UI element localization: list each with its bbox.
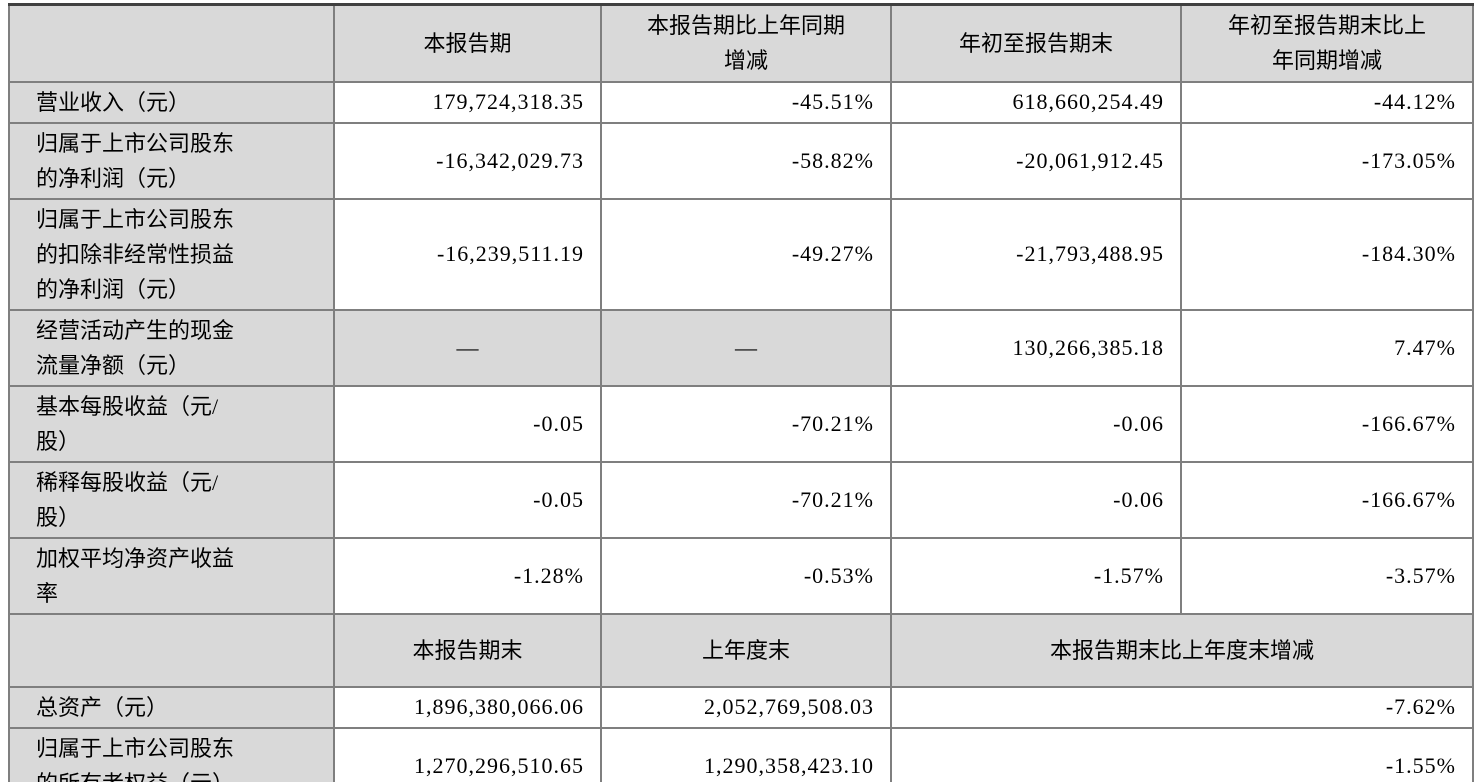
- cell-ytd: 618,660,254.49: [890, 80, 1182, 124]
- cell-yoy-change: -58.82%: [600, 121, 892, 200]
- cell-period-end: 1,896,380,066.06: [333, 685, 602, 729]
- cell-prior-year-end: 2,052,769,508.03: [600, 685, 892, 729]
- col-header-yoy-change: 本报告期比上年同期 增减: [600, 3, 892, 83]
- cell-period-end-change: -1.55%: [890, 726, 1474, 782]
- table-row-total-assets: 总资产（元） 1,896,380,066.06 2,052,769,508.03…: [8, 685, 1474, 729]
- col-header-ytd: 年初至报告期末: [890, 3, 1182, 83]
- table-row-basic-eps: 基本每股收益（元/ 股） -0.05 -70.21% -0.06 -166.67…: [8, 384, 1474, 463]
- cell-ytd-yoy-change: -44.12%: [1180, 80, 1474, 124]
- cell-prior-year-end: 1,290,358,423.10: [600, 726, 892, 782]
- table-row-net-profit: 归属于上市公司股东 的净利润（元） -16,342,029.73 -58.82%…: [8, 121, 1474, 200]
- cell-ytd-yoy-change: 7.47%: [1180, 308, 1474, 387]
- cell-period-end-change: -7.62%: [890, 685, 1474, 729]
- cell-ytd-yoy-change: -173.05%: [1180, 121, 1474, 200]
- row-label: 基本每股收益（元/ 股）: [8, 384, 335, 463]
- cell-ytd: -21,793,488.95: [890, 197, 1182, 311]
- table-row-operating-revenue: 营业收入（元） 179,724,318.35 -45.51% 618,660,2…: [8, 80, 1474, 124]
- row-label: 营业收入（元）: [8, 80, 335, 124]
- header-row-period-end: 本报告期末 上年度末 本报告期末比上年度末增减: [8, 612, 1474, 688]
- cell-ytd: -20,061,912.45: [890, 121, 1182, 200]
- row-label: 稀释每股收益（元/ 股）: [8, 460, 335, 539]
- cell-current-period: 179,724,318.35: [333, 80, 602, 124]
- table-row-operating-cash-flow: 经营活动产生的现金 流量净额（元） — — 130,266,385.18 7.4…: [8, 308, 1474, 387]
- cell-yoy-change: -0.53%: [600, 536, 892, 615]
- table-row-net-profit-excl-nonrecurring: 归属于上市公司股东 的扣除非经常性损益 的净利润（元） -16,239,511.…: [8, 197, 1474, 311]
- cell-current-period: -1.28%: [333, 536, 602, 615]
- cell-ytd: -0.06: [890, 384, 1182, 463]
- cell-yoy-change: -70.21%: [600, 384, 892, 463]
- cell-current-period: -0.05: [333, 460, 602, 539]
- cell-ytd-yoy-change: -166.67%: [1180, 460, 1474, 539]
- cell-ytd: -0.06: [890, 460, 1182, 539]
- cell-yoy-change-dash: —: [600, 308, 892, 387]
- cell-ytd: -1.57%: [890, 536, 1182, 615]
- cell-current-period: -16,239,511.19: [333, 197, 602, 311]
- cell-ytd-yoy-change: -166.67%: [1180, 384, 1474, 463]
- cell-current-period: -0.05: [333, 384, 602, 463]
- row-label: 经营活动产生的现金 流量净额（元）: [8, 308, 335, 387]
- cell-ytd-yoy-change: -184.30%: [1180, 197, 1474, 311]
- empty-header-cell: [8, 612, 335, 688]
- cell-ytd-yoy-change: -3.57%: [1180, 536, 1474, 615]
- financial-summary-table: 本报告期 本报告期比上年同期 增减 年初至报告期末 年初至报告期末比上 年同期增…: [8, 3, 1474, 782]
- cell-yoy-change: -49.27%: [600, 197, 892, 311]
- table-row-equity-attributable: 归属于上市公司股东 的所有者权益（元） 1,270,296,510.65 1,2…: [8, 726, 1474, 782]
- row-label: 总资产（元）: [8, 685, 335, 729]
- row-label: 归属于上市公司股东 的净利润（元）: [8, 121, 335, 200]
- table-row-weighted-avg-roe: 加权平均净资产收益 率 -1.28% -0.53% -1.57% -3.57%: [8, 536, 1474, 615]
- cell-yoy-change: -70.21%: [600, 460, 892, 539]
- cell-period-end: 1,270,296,510.65: [333, 726, 602, 782]
- empty-header-cell: [8, 3, 335, 83]
- col-header-period-end-change: 本报告期末比上年度末增减: [890, 612, 1474, 688]
- col-header-period-end: 本报告期末: [333, 612, 602, 688]
- header-row-period: 本报告期 本报告期比上年同期 增减 年初至报告期末 年初至报告期末比上 年同期增…: [8, 3, 1474, 83]
- cell-current-period-dash: —: [333, 308, 602, 387]
- row-label: 加权平均净资产收益 率: [8, 536, 335, 615]
- cell-yoy-change: -45.51%: [600, 80, 892, 124]
- table-row-diluted-eps: 稀释每股收益（元/ 股） -0.05 -70.21% -0.06 -166.67…: [8, 460, 1474, 539]
- col-header-prior-year-end: 上年度末: [600, 612, 892, 688]
- col-header-current-period: 本报告期: [333, 3, 602, 83]
- cell-current-period: -16,342,029.73: [333, 121, 602, 200]
- col-header-ytd-yoy-change: 年初至报告期末比上 年同期增减: [1180, 3, 1474, 83]
- row-label: 归属于上市公司股东 的所有者权益（元）: [8, 726, 335, 782]
- row-label: 归属于上市公司股东 的扣除非经常性损益 的净利润（元）: [8, 197, 335, 311]
- cell-ytd: 130,266,385.18: [890, 308, 1182, 387]
